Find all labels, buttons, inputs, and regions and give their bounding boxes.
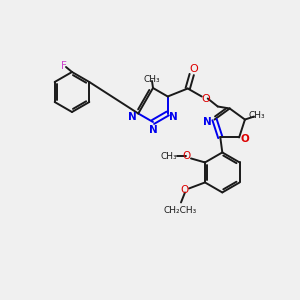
Text: CH₃: CH₃ bbox=[144, 74, 160, 83]
Text: F: F bbox=[61, 61, 67, 71]
Text: N: N bbox=[203, 117, 212, 127]
Text: O: O bbox=[183, 152, 191, 161]
Text: CH₃: CH₃ bbox=[249, 111, 265, 120]
Text: N: N bbox=[148, 125, 158, 135]
Text: O: O bbox=[189, 64, 198, 74]
Text: N: N bbox=[128, 112, 137, 122]
Text: O: O bbox=[241, 134, 250, 144]
Text: CH₃: CH₃ bbox=[161, 152, 177, 161]
Text: O: O bbox=[201, 94, 210, 103]
Text: N: N bbox=[169, 112, 178, 122]
Text: CH₂CH₃: CH₂CH₃ bbox=[164, 206, 196, 215]
Text: O: O bbox=[181, 185, 189, 195]
